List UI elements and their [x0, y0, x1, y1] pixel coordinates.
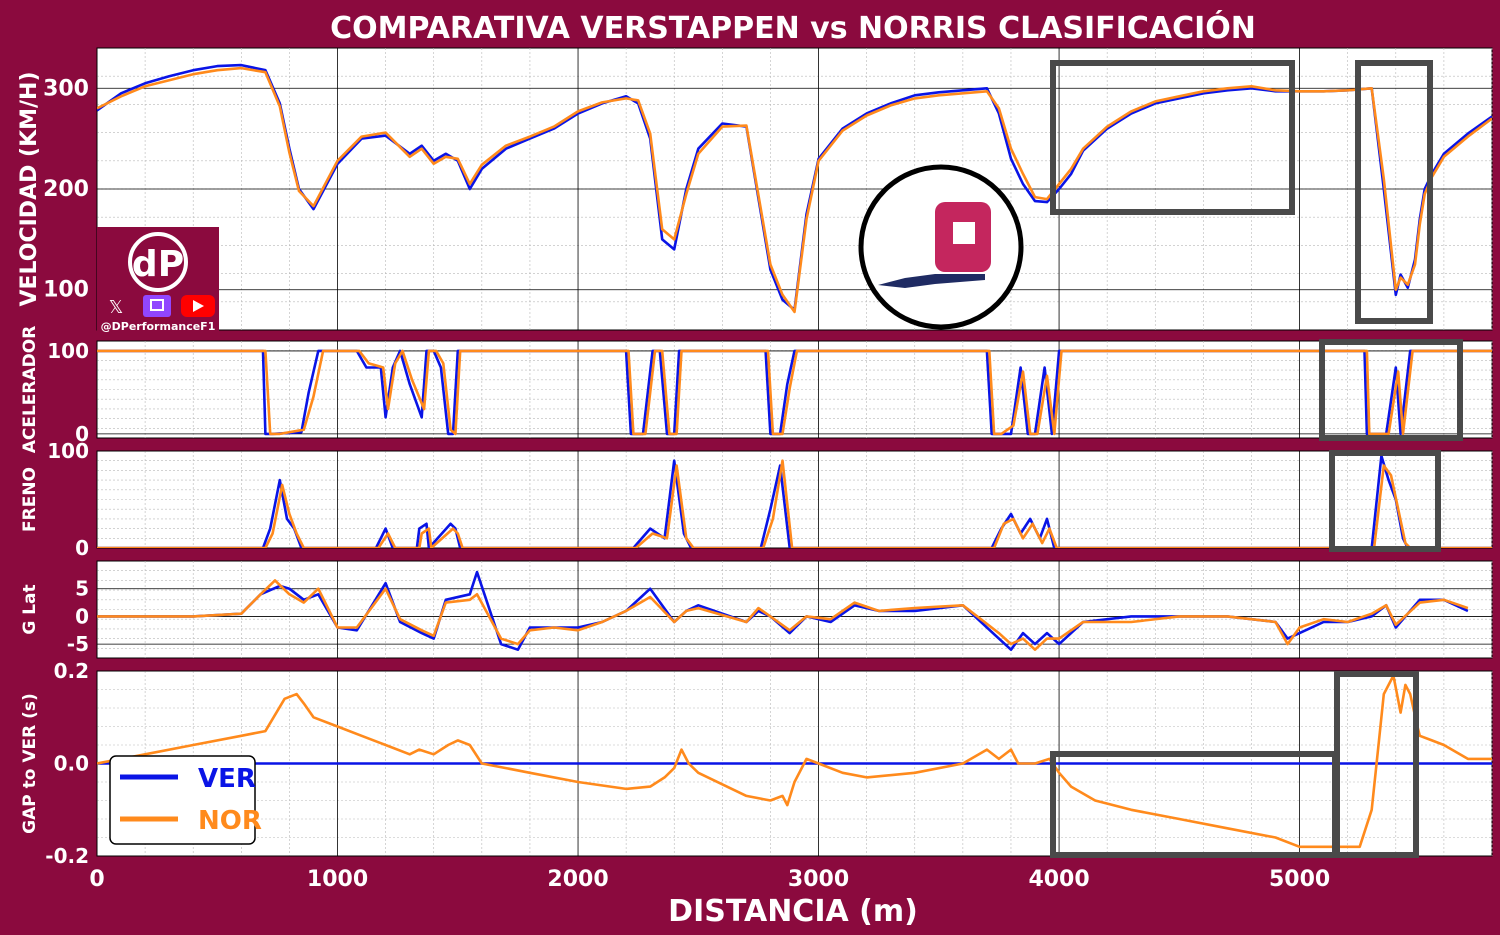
center-logo — [858, 164, 1024, 330]
y-tick-label: -5 — [67, 632, 89, 656]
panel-2: 0 100 ACELERADOR — [20, 326, 1493, 454]
series-layer — [97, 674, 1492, 849]
highlight-box — [1319, 339, 1463, 441]
series-layer — [97, 349, 1492, 436]
x-tick-label: 5000 — [1269, 867, 1330, 892]
youtube-play-glyph — [193, 300, 204, 312]
x-tick-label: 0 — [89, 867, 104, 892]
brand-watermark: dP 𝕏 @DPerformanceF1 — [97, 227, 219, 333]
series-line-nor — [97, 66, 1492, 314]
y-tick-label: 300 — [43, 76, 89, 101]
legend: VER NOR — [109, 755, 262, 845]
y-tick-label: 0 — [75, 536, 89, 560]
y-axis-label: FRENO — [20, 467, 40, 532]
twitch-icon-glyph — [150, 299, 164, 311]
x-ticks-layer: 0 1000 2000 3000 4000 5000 — [89, 867, 1330, 892]
twitch-icon — [143, 295, 171, 317]
y-tick-label: -0.2 — [45, 844, 89, 868]
series-line-nor — [97, 459, 1492, 548]
highlight-box — [1329, 450, 1441, 552]
x-tick-label: 1000 — [307, 867, 368, 892]
y-axis-label: G Lat — [20, 584, 40, 634]
legend-label-ver: VER — [198, 764, 256, 794]
series-line-nor — [97, 579, 1469, 652]
highlight-boxes — [1050, 60, 1463, 858]
center-logo-car-icon — [878, 274, 985, 288]
brand-handle: @DPerformanceF1 — [101, 320, 216, 333]
center-logo-mark-hole — [953, 222, 975, 244]
y-tick-label: 100 — [47, 439, 89, 463]
series-layer — [97, 454, 1492, 548]
y-axis-label: VELOCIDAD (KM/H) — [17, 71, 42, 306]
y-tick-label: 0 — [75, 604, 89, 628]
brand-logo-text: dP — [132, 244, 184, 285]
panel-5: -0.2 0.0 0.2 GAP to VER (s) — [20, 659, 1493, 868]
y-tick-label: 100 — [47, 339, 89, 363]
x-axis-label: DISTANCIA (m) — [668, 894, 918, 929]
chart-title: COMPARATIVA VERSTAPPEN vs NORRIS CLASIFI… — [330, 9, 1256, 46]
series-line-nor — [97, 674, 1492, 849]
y-tick-label: 0.2 — [54, 659, 89, 683]
highlight-box — [1355, 60, 1433, 324]
y-tick-label: 0.0 — [54, 752, 89, 776]
series-line-nor — [97, 349, 1492, 436]
series-layer — [97, 570, 1469, 652]
legend-label-nor: NOR — [198, 806, 262, 836]
x-logo-icon: 𝕏 — [109, 297, 124, 318]
series-layer — [97, 63, 1492, 314]
highlight-box — [1334, 671, 1419, 858]
highlight-box — [1050, 60, 1295, 215]
panel-4: -5 0 5 G Lat — [20, 560, 1493, 659]
x-tick-label: 3000 — [788, 867, 849, 892]
y-tick-label: 100 — [43, 278, 89, 303]
y-tick-label: 200 — [43, 177, 89, 202]
x-tick-label: 2000 — [547, 867, 608, 892]
y-tick-label: 0 — [75, 422, 89, 446]
y-axis-label: GAP to VER (s) — [20, 693, 40, 834]
brand-logo-ring — [128, 232, 188, 292]
panel-3: 0 100 FRENO — [20, 439, 1493, 560]
y-tick-label: 5 — [75, 577, 89, 601]
y-axis-label: ACELERADOR — [20, 326, 40, 454]
x-tick-label: 4000 — [1028, 867, 1089, 892]
